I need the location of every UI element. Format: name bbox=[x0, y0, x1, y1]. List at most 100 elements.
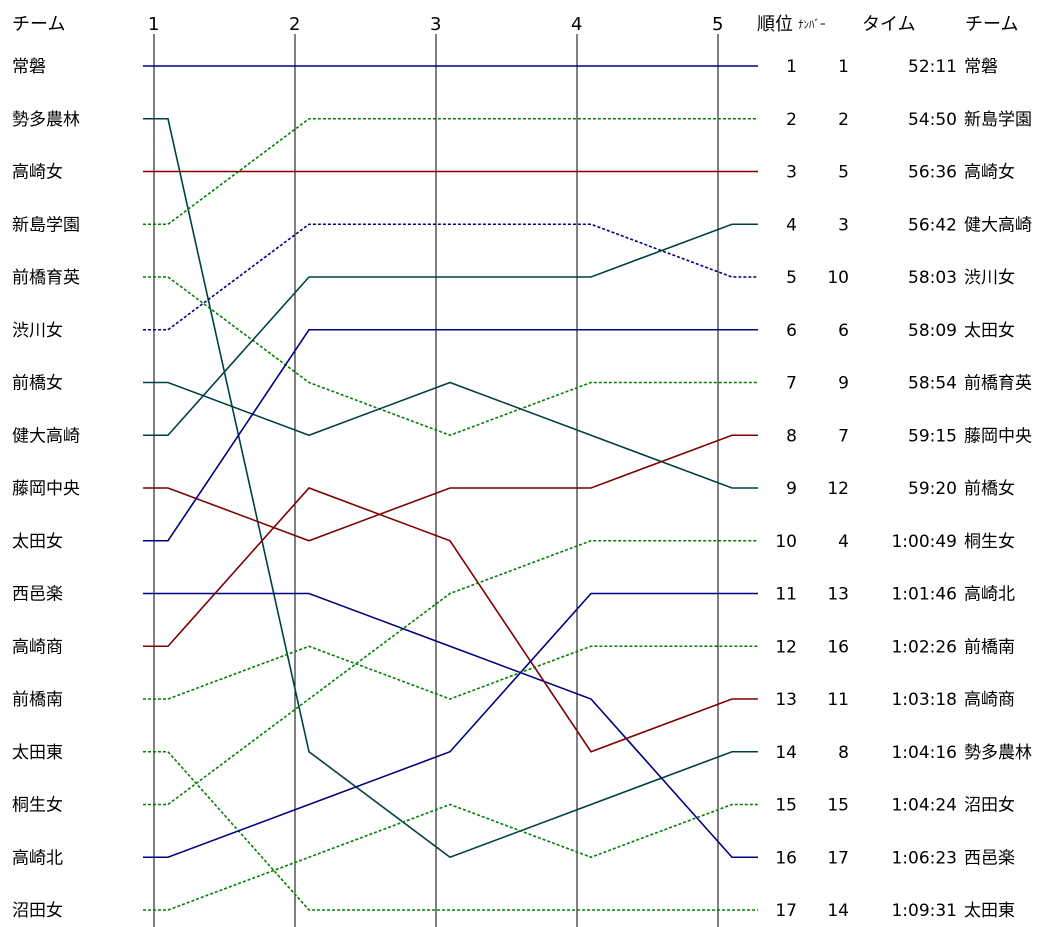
left-team-label: 前橋育英 bbox=[12, 268, 80, 288]
table-team: 高崎北 bbox=[964, 585, 1015, 605]
table-rank: 4 bbox=[786, 215, 797, 235]
table-number: 2 bbox=[838, 110, 849, 130]
table-time: 1:02:26 bbox=[891, 637, 957, 657]
table-time: 59:15 bbox=[908, 426, 957, 446]
table-team: 太田東 bbox=[964, 901, 1015, 921]
series-line-2 bbox=[143, 117, 758, 859]
table-time: 1:00:49 bbox=[891, 532, 957, 552]
table-team: 高崎商 bbox=[964, 690, 1015, 710]
table-team: 常磐 bbox=[964, 57, 998, 77]
left-team-label: 勢多農林 bbox=[12, 110, 80, 130]
table-time: 54:50 bbox=[908, 110, 957, 130]
table-time: 1:01:46 bbox=[891, 585, 957, 605]
table-number: 7 bbox=[838, 426, 849, 446]
left-team-label: 常磐 bbox=[12, 57, 46, 77]
table-time: 1:04:24 bbox=[891, 796, 957, 816]
table-number: 3 bbox=[838, 215, 849, 235]
table-time: 1:04:16 bbox=[891, 743, 957, 763]
series-line-12 bbox=[143, 487, 758, 753]
left-team-label: 藤岡中央 bbox=[12, 479, 80, 499]
x-tick-3: 3 bbox=[430, 14, 441, 35]
table-team: 桐生女 bbox=[964, 532, 1015, 552]
table-rank: 5 bbox=[786, 268, 797, 288]
series-line-11 bbox=[143, 592, 758, 859]
series-line-5 bbox=[143, 276, 758, 437]
series-line-16 bbox=[143, 592, 758, 859]
table-team: 渋川女 bbox=[964, 268, 1015, 288]
left-team-label: 渋川女 bbox=[12, 321, 63, 341]
table-rank: 15 bbox=[775, 796, 797, 816]
table-team: 沼田女 bbox=[964, 796, 1015, 816]
table-rank: 10 bbox=[775, 532, 797, 552]
table-team: 新島学園 bbox=[964, 110, 1032, 130]
series-line-17 bbox=[143, 803, 758, 911]
table-time: 58:03 bbox=[908, 268, 957, 288]
table-number: 11 bbox=[827, 690, 849, 710]
table-time: 1:03:18 bbox=[891, 690, 957, 710]
series-line-7 bbox=[143, 381, 758, 489]
table-number: 13 bbox=[827, 585, 849, 605]
table-team: 前橋育英 bbox=[964, 374, 1032, 394]
team-left-header: チーム bbox=[12, 14, 65, 35]
table-number: 1 bbox=[838, 57, 849, 77]
table-team: 西邑楽 bbox=[964, 848, 1015, 868]
table-number: 17 bbox=[827, 848, 849, 868]
table-time: 58:09 bbox=[908, 321, 957, 341]
table-number: 8 bbox=[838, 743, 849, 763]
x-tick-4: 4 bbox=[571, 14, 582, 35]
table-rank: 17 bbox=[775, 901, 797, 921]
series-line-13 bbox=[143, 645, 758, 700]
table-team: 健大高崎 bbox=[964, 215, 1032, 235]
table-rank: 9 bbox=[786, 479, 797, 499]
x-tick-5: 5 bbox=[712, 14, 723, 35]
table-rank: 3 bbox=[786, 163, 797, 183]
x-tick-labels: 1 2 3 4 5 bbox=[148, 14, 723, 35]
series-line-4 bbox=[143, 117, 758, 226]
x-tick-1: 1 bbox=[148, 14, 159, 35]
left-team-label: 高崎商 bbox=[12, 637, 63, 657]
table-number: 16 bbox=[827, 637, 849, 657]
table-team: 藤岡中央 bbox=[964, 426, 1032, 446]
table-time: 59:20 bbox=[908, 479, 957, 499]
left-team-label: 健大高崎 bbox=[12, 426, 80, 446]
rank-header: 順位 bbox=[757, 14, 793, 35]
table-number: 9 bbox=[838, 374, 849, 394]
left-team-labels: 常磐勢多農林高崎女新島学園前橋育英渋川女前橋女健大高崎藤岡中央太田女西邑楽高崎商… bbox=[12, 57, 80, 921]
table-number: 15 bbox=[827, 796, 849, 816]
table-number: 4 bbox=[838, 532, 849, 552]
left-team-label: 高崎北 bbox=[12, 848, 63, 868]
table-rank: 8 bbox=[786, 426, 797, 446]
series-line-14 bbox=[143, 750, 758, 911]
table-rank: 2 bbox=[786, 110, 797, 130]
table-time: 52:11 bbox=[908, 57, 957, 77]
x-tick-2: 2 bbox=[289, 14, 300, 35]
series-line-10 bbox=[143, 328, 758, 542]
left-team-label: 新島学園 bbox=[12, 215, 80, 235]
table-number: 14 bbox=[827, 901, 849, 921]
table-rank: 11 bbox=[775, 585, 797, 605]
left-team-label: 西邑楽 bbox=[12, 585, 63, 605]
left-team-label: 太田東 bbox=[12, 743, 63, 763]
table-rank: 7 bbox=[786, 374, 797, 394]
table-rank: 12 bbox=[775, 637, 797, 657]
left-team-label: 太田女 bbox=[12, 532, 63, 552]
table-team: 高崎女 bbox=[964, 163, 1015, 183]
table-time: 1:06:23 bbox=[891, 848, 957, 868]
series-line-15 bbox=[143, 539, 758, 806]
table-rank: 6 bbox=[786, 321, 797, 341]
table-team: 前橋南 bbox=[964, 637, 1015, 657]
table-rank: 1 bbox=[786, 57, 797, 77]
table-rank: 13 bbox=[775, 690, 797, 710]
table-time: 58:54 bbox=[908, 374, 957, 394]
table-time: 1:09:31 bbox=[891, 901, 957, 921]
table-number: 5 bbox=[838, 163, 849, 183]
left-team-label: 桐生女 bbox=[12, 796, 63, 816]
left-team-label: 前橋女 bbox=[12, 374, 63, 394]
number-header: ﾅﾝﾊﾞｰ bbox=[798, 18, 826, 31]
left-team-label: 前橋南 bbox=[12, 690, 63, 710]
table-team: 勢多農林 bbox=[964, 743, 1032, 763]
left-team-label: 高崎女 bbox=[12, 163, 63, 183]
table-number: 10 bbox=[827, 268, 849, 288]
table-time: 56:42 bbox=[908, 215, 957, 235]
